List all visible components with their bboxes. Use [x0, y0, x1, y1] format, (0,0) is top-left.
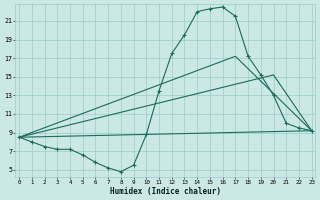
X-axis label: Humidex (Indice chaleur): Humidex (Indice chaleur)	[110, 187, 221, 196]
